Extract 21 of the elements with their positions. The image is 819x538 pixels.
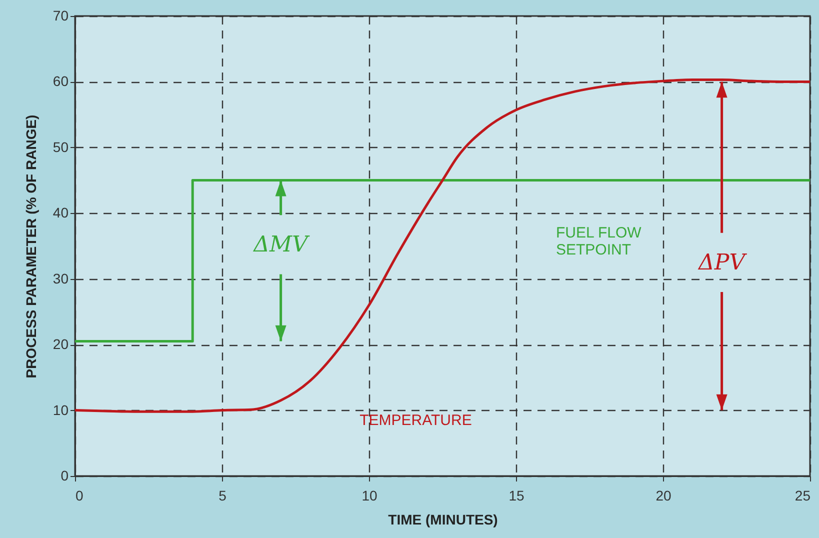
y-tick-label: 0 xyxy=(60,468,69,484)
y-tick-label: 10 xyxy=(52,402,69,418)
annotation: ΔMV xyxy=(252,232,310,258)
annotation: ΔPV xyxy=(698,250,748,276)
y-axis-title: PROCESS PARAMETER (% OF RANGE) xyxy=(22,114,39,378)
x-tick-label: 15 xyxy=(508,488,524,504)
text: TEMPERATURE xyxy=(360,412,472,429)
x-axis-title: TIME (MINUTES) xyxy=(388,512,498,528)
text: FUEL FLOW SETPOINT xyxy=(556,224,642,258)
y-tick-label: 20 xyxy=(52,336,69,352)
y-tick-label: 60 xyxy=(52,73,69,90)
line-series xyxy=(75,78,810,413)
y-tick-label: 30 xyxy=(52,270,69,286)
x-tick-label: 5 xyxy=(218,488,227,504)
y-tick-label: 70 xyxy=(52,8,69,24)
y-tick-label: 50 xyxy=(52,138,69,155)
x-tick-label: 0 xyxy=(76,488,84,504)
x-tick-label: 10 xyxy=(362,488,378,504)
y-tick-label: 40 xyxy=(52,204,69,221)
x-tick-label: 25 xyxy=(794,488,811,504)
x-tick-label: 20 xyxy=(656,488,672,504)
